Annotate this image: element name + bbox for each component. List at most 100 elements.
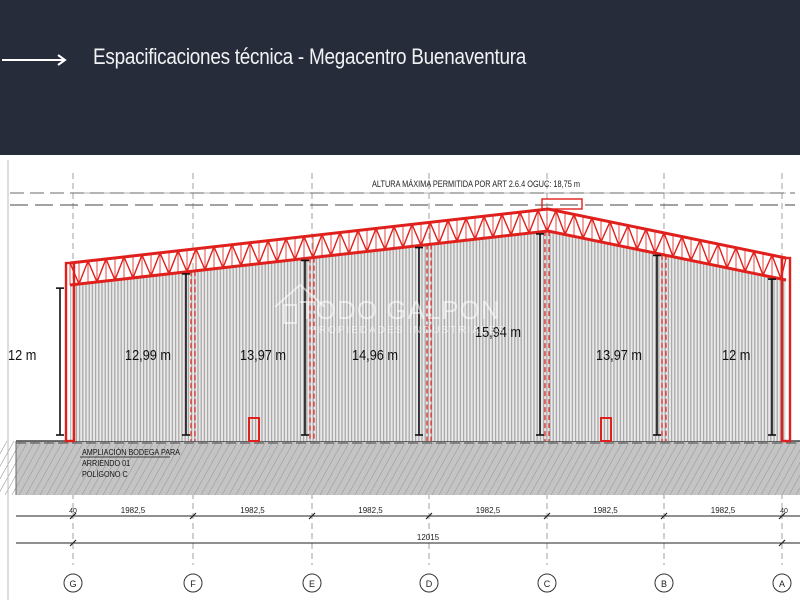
ground-hatch-line xyxy=(305,440,337,496)
max-height-note: ALTURA MÁXIMA PERMITIDA POR ART 2.6.4 OG… xyxy=(372,178,580,189)
ground-hatch-line xyxy=(641,440,673,496)
ground-hatch-line xyxy=(634,440,666,496)
truss-web xyxy=(339,232,350,254)
ground-hatch-line xyxy=(704,440,736,496)
ground-hatch-line xyxy=(60,440,92,496)
ground-hatch-line xyxy=(585,440,617,496)
ground-hatch-line xyxy=(613,440,645,496)
truss-web xyxy=(366,228,377,252)
ground-hatch-line xyxy=(11,440,43,496)
truss-web xyxy=(546,210,557,232)
truss-web xyxy=(393,226,404,248)
ground-hatch-line xyxy=(123,440,155,496)
ground-hatch-line xyxy=(319,440,351,496)
ground-hatch-line xyxy=(347,440,379,496)
ground-hatch-line xyxy=(249,440,281,496)
ridge-cap xyxy=(541,198,583,210)
drawing-labels: ALTURA MÁXIMA PERMITIDA POR ART 2.6.4 OG… xyxy=(80,178,580,479)
ground-hatch-line xyxy=(452,440,484,496)
ground-hatch-line xyxy=(144,440,176,496)
ground-hatch-line xyxy=(543,440,575,496)
truss-web xyxy=(447,220,458,242)
bay-dimension-label: 1982,5 xyxy=(121,506,146,515)
truss-web xyxy=(96,258,107,283)
watermark-door xyxy=(283,304,297,324)
grid-axis-label: C xyxy=(544,579,551,589)
ground-hatch-line xyxy=(676,440,708,496)
dimension-tick xyxy=(69,539,77,547)
ground-hatch-line xyxy=(438,440,470,496)
truss-web xyxy=(771,254,782,280)
ground-hatch-line xyxy=(697,440,729,496)
ground-hatch-line xyxy=(46,440,78,496)
ground-hatch-line xyxy=(739,440,771,496)
ground-hatch-line xyxy=(102,440,134,496)
ground-hatch-line xyxy=(557,440,589,496)
ground-hatch-line xyxy=(354,440,386,496)
truss-web xyxy=(636,228,647,250)
ground-hatch-line xyxy=(326,440,358,496)
truss-web xyxy=(591,217,602,243)
header-bar: Espacificaciones técnica - Megacentro Bu… xyxy=(0,0,800,155)
ground-label: POLÍGONO C xyxy=(82,469,128,479)
ground-hatch-line xyxy=(417,440,449,496)
ground-hatch-line xyxy=(578,440,610,496)
ground-hatch-line xyxy=(683,440,715,496)
bay-dimension-label: 1982,5 xyxy=(240,506,265,515)
ground-hatch-line xyxy=(508,440,540,496)
long-arrow-right-icon xyxy=(2,54,67,66)
truss-web xyxy=(438,220,449,244)
ground-hatch-line xyxy=(284,440,316,496)
ground-hatch-line xyxy=(0,440,15,467)
ground-hatch-line xyxy=(340,440,372,496)
total-dimension-label: 12015 xyxy=(417,533,440,542)
ground-hatch-line xyxy=(32,440,64,496)
truss-web xyxy=(267,240,278,262)
ground-hatch-line xyxy=(235,440,267,496)
ground-hatch-line xyxy=(487,440,519,496)
ground-hatch-line xyxy=(662,440,694,496)
ground-hatch-line xyxy=(410,440,442,496)
truss-web xyxy=(564,214,575,235)
ground-hatch-line xyxy=(746,440,778,496)
ground-hatch-line xyxy=(277,440,309,496)
truss-web xyxy=(276,238,287,262)
dimension-tick xyxy=(660,512,668,520)
ground-hatch-line xyxy=(424,440,456,496)
edge-column xyxy=(64,261,76,443)
bottom-chord xyxy=(69,229,787,287)
ground-hatch-line xyxy=(760,440,792,496)
grid-axis-label: G xyxy=(69,579,76,589)
grid-axis-bubble xyxy=(654,573,674,593)
dimension-lines: 1982,5 1982,5 1982,5 1982,5 1982,5 1982,5 40 40… xyxy=(7,160,800,600)
ground-hatch-line xyxy=(298,440,330,496)
truss-web xyxy=(249,242,260,264)
truss-web xyxy=(141,254,152,277)
truss-web xyxy=(204,246,215,271)
grid-axis-label: F xyxy=(190,579,196,589)
grid-axis-label: B xyxy=(661,579,667,589)
height-label: 15,94 m xyxy=(475,323,521,340)
ground-hatch-line xyxy=(0,440,29,493)
ground-label: AMPLIACIÓN BODEGA PARA xyxy=(82,447,181,457)
truss-web xyxy=(348,230,359,254)
end-marker-label: 40 xyxy=(69,508,77,515)
truss-web xyxy=(582,217,593,239)
ground-hatch-line xyxy=(403,440,435,496)
ground-hatch-line xyxy=(158,440,190,496)
ground-hatch-line xyxy=(221,440,253,496)
truss-web xyxy=(357,230,368,252)
grid-axis-bubble xyxy=(63,573,83,593)
ground-hatch-line xyxy=(0,440,8,455)
ground-hatch-line xyxy=(445,440,477,496)
ground-hatch-line xyxy=(137,440,169,496)
truss-web xyxy=(672,236,683,258)
ground-hatch-line xyxy=(515,440,547,496)
ground-hatch-line xyxy=(732,440,764,496)
truss-web xyxy=(105,258,116,281)
truss-web xyxy=(114,256,125,281)
ground-hatch-line xyxy=(39,440,71,496)
grid-axis-bubble xyxy=(772,573,792,593)
